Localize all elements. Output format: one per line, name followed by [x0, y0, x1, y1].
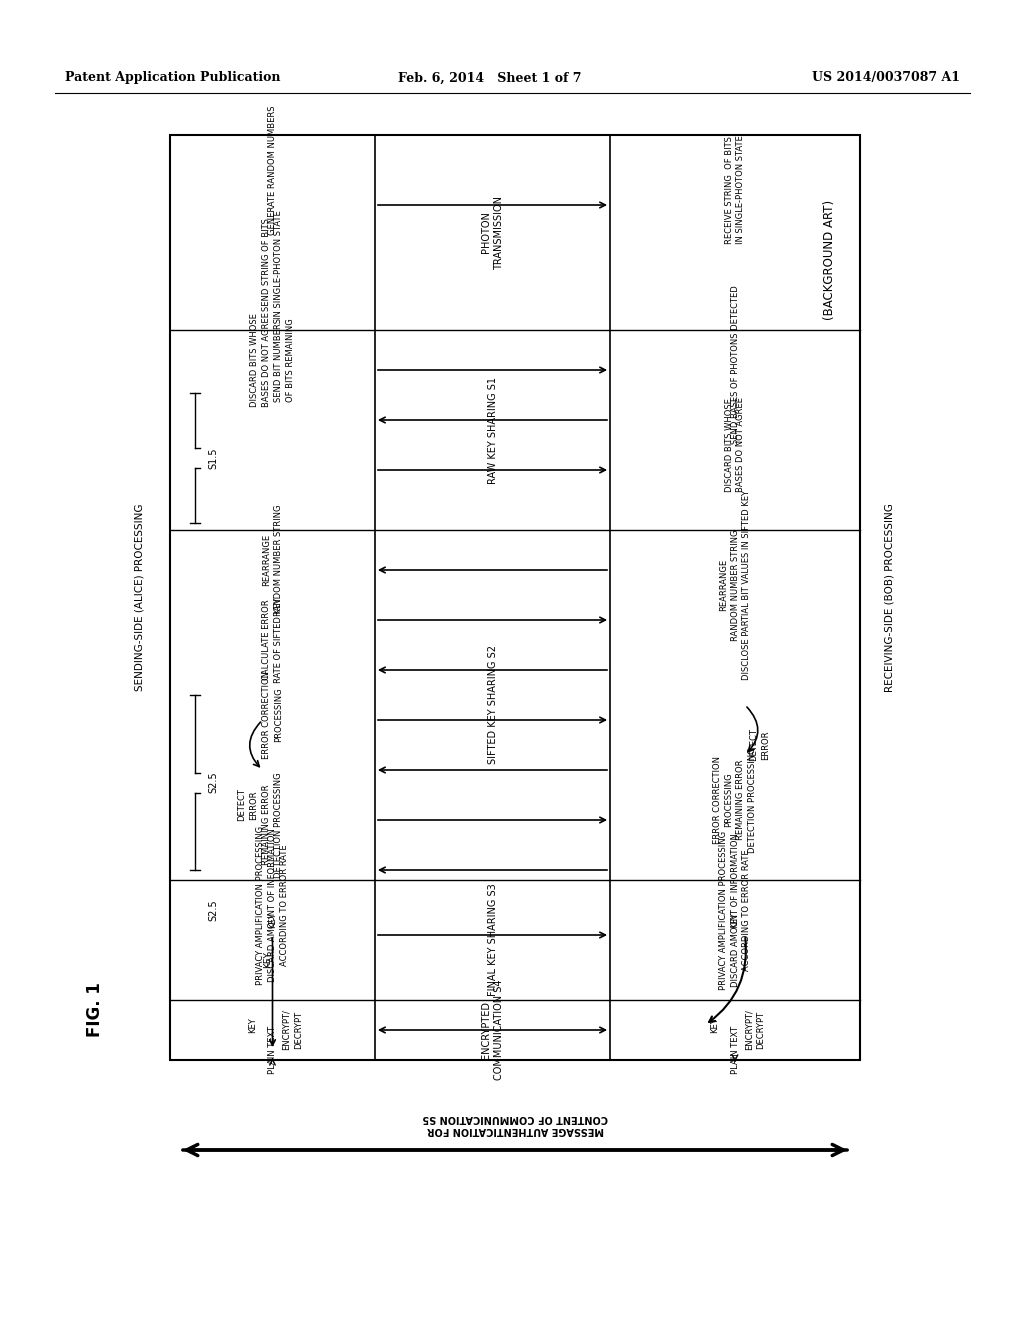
Text: RAW KEY SHARING S1: RAW KEY SHARING S1: [487, 376, 498, 483]
Text: S2.5: S2.5: [208, 899, 218, 921]
Text: ENCRYPT/
DECRYPT: ENCRYPT/ DECRYPT: [744, 1010, 765, 1051]
Text: DETECT
ERROR: DETECT ERROR: [238, 788, 258, 821]
Text: ENCRYPT/
DECRYPT: ENCRYPT/ DECRYPT: [282, 1010, 303, 1051]
Text: KEY: KEY: [730, 912, 739, 928]
Text: PLAIN TEXT: PLAIN TEXT: [268, 1026, 278, 1074]
Text: DISCARD BITS WHOSE
BASES DO NOT AGREE: DISCARD BITS WHOSE BASES DO NOT AGREE: [725, 397, 745, 492]
Text: GENERATE RANDOM NUMBERS: GENERATE RANDOM NUMBERS: [268, 106, 278, 235]
Text: SENDING-SIDE (ALICE) PROCESSING: SENDING-SIDE (ALICE) PROCESSING: [135, 504, 145, 692]
Text: RECEIVE STRING  OF BITS
IN SINGLE-PHOTON STATE: RECEIVE STRING OF BITS IN SINGLE-PHOTON …: [725, 136, 745, 244]
Text: CALCULATE ERROR
RATE OF SIFTED KEY: CALCULATE ERROR RATE OF SIFTED KEY: [262, 598, 283, 682]
Text: DETECT
ERROR: DETECT ERROR: [750, 729, 770, 762]
Text: Patent Application Publication: Patent Application Publication: [65, 71, 281, 84]
Text: FINAL KEY SHARING S3: FINAL KEY SHARING S3: [487, 883, 498, 997]
Text: US 2014/0037087 A1: US 2014/0037087 A1: [812, 71, 961, 84]
Text: SIFTED KEY SHARING S2: SIFTED KEY SHARING S2: [487, 645, 498, 764]
Text: PRIVACY AMPLIFICATION PROCESSING
DISCARD AMOUNT OF INFORMATION
ACCORDING TO ERRO: PRIVACY AMPLIFICATION PROCESSING DISCARD…: [719, 830, 752, 990]
Text: PHOTON
TRANSMISSION: PHOTON TRANSMISSION: [481, 195, 504, 269]
Text: PLAIN TEXT: PLAIN TEXT: [730, 1026, 739, 1074]
Text: KEY: KEY: [263, 952, 272, 969]
Text: S1.5: S1.5: [208, 447, 218, 469]
Text: ERROR CORRECTION
PROCESSING: ERROR CORRECTION PROCESSING: [262, 671, 283, 759]
Text: ERROR CORRECTION
PROCESSING
REMAINING ERROR
DETECTION PROCESSING: ERROR CORRECTION PROCESSING REMAINING ER…: [713, 747, 757, 853]
Text: Feb. 6, 2014   Sheet 1 of 7: Feb. 6, 2014 Sheet 1 of 7: [398, 71, 582, 84]
Text: SEND BASES OF PHOTONS DETECTED: SEND BASES OF PHOTONS DETECTED: [730, 285, 739, 445]
Text: KEY: KEY: [268, 912, 278, 928]
Text: KEY: KEY: [248, 1018, 257, 1032]
Text: SEND STRING OF BITS
IN SINGLE-PHOTON STATE: SEND STRING OF BITS IN SINGLE-PHOTON STA…: [262, 211, 283, 319]
Bar: [170, 135, 860, 1060]
Text: REARRANGE
RANDOM NUMBER STRING: REARRANGE RANDOM NUMBER STRING: [262, 504, 283, 615]
Text: MESSAGE AUTHENTICATION FOR
CONTENT OF COMMUNICATION S5: MESSAGE AUTHENTICATION FOR CONTENT OF CO…: [422, 1113, 608, 1135]
Text: S2.5: S2.5: [208, 772, 218, 793]
Text: KEY: KEY: [711, 1018, 720, 1032]
Text: ENCRYPTED
COMMUNICATION S4: ENCRYPTED COMMUNICATION S4: [481, 979, 504, 1080]
Text: RECEIVING-SIDE (BOB) PROCESSING: RECEIVING-SIDE (BOB) PROCESSING: [885, 503, 895, 692]
Text: REMAINING ERROR
DETECTION PROCESSING: REMAINING ERROR DETECTION PROCESSING: [262, 772, 283, 878]
Text: FIG. 1: FIG. 1: [86, 982, 104, 1038]
Text: REARRANGE
RANDOM NUMBER STRING
DISCLOSE PARTIAL BIT VALUES IN SIFTED KEY: REARRANGE RANDOM NUMBER STRING DISCLOSE …: [719, 490, 752, 680]
Text: (BACKGROUND ART): (BACKGROUND ART): [823, 199, 837, 319]
Text: PRIVACY AMPLIFICATION PROCESSING
DISCARD AMOUNT OF INFORMATION
ACCORDING TO ERRO: PRIVACY AMPLIFICATION PROCESSING DISCARD…: [256, 825, 289, 985]
Text: DISCARD BITS WHOSE
BASES DO NOT AGREE
SEND BIT NUMBERS
OF BITS REMAINING: DISCARD BITS WHOSE BASES DO NOT AGREE SE…: [250, 313, 295, 408]
